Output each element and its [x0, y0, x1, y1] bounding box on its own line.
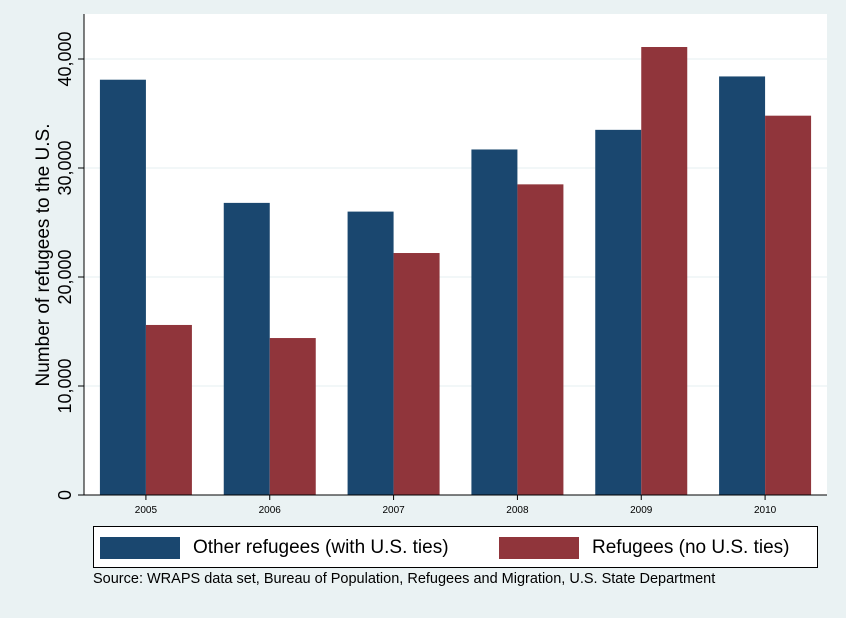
legend-label-no-ties: Refugees (no U.S. ties)	[592, 537, 790, 558]
y-tick-label: 40,000	[55, 31, 75, 86]
legend-swatch-with-ties	[100, 537, 180, 559]
y-tick-label: 0	[55, 490, 75, 500]
plot-area	[84, 14, 827, 495]
x-tick-label: 2008	[506, 505, 529, 516]
bar-with-ties-2008	[471, 149, 518, 495]
bar-no-ties-2008	[517, 184, 564, 495]
legend-item-no-ties: Refugees (no U.S. ties)	[499, 536, 789, 560]
bars	[99, 47, 812, 496]
legend-swatch-no-ties	[499, 537, 579, 559]
bar-with-ties-2010	[719, 76, 766, 495]
x-tick-label: 2007	[382, 505, 405, 516]
y-tick-label: 10,000	[55, 358, 75, 413]
legend-item-with-ties: Other refugees (with U.S. ties)	[100, 536, 449, 560]
bar-with-ties-2005	[99, 79, 146, 496]
legend: Other refugees (with U.S. ties) Refugees…	[93, 526, 818, 568]
bar-with-ties-2009	[595, 129, 642, 495]
x-tick-label: 2005	[135, 505, 158, 516]
bar-no-ties-2005	[145, 324, 192, 495]
source-note: Source: WRAPS data set, Bureau of Popula…	[93, 571, 716, 587]
axes	[83, 14, 827, 496]
bar-with-ties-2007	[347, 211, 394, 495]
bar-no-ties-2007	[393, 253, 440, 495]
gridlines	[84, 58, 827, 387]
x-tick-label: 2009	[630, 505, 653, 516]
ticks: 0 10,000 20,000 30,000 40,000 2005 2006 2007 200…	[55, 31, 777, 516]
x-tick-label: 2010	[754, 505, 777, 516]
bar-no-ties-2009	[641, 47, 688, 495]
y-tick-label: 20,000	[55, 249, 75, 304]
y-axis-title: Number of refugees to the U.S.	[33, 124, 54, 387]
bar-no-ties-2006	[269, 338, 316, 495]
y-tick-label: 30,000	[55, 140, 75, 195]
x-tick-label: 2006	[259, 505, 282, 516]
bar-with-ties-2006	[223, 202, 270, 495]
bar-no-ties-2010	[765, 115, 812, 496]
legend-label-with-ties: Other refugees (with U.S. ties)	[193, 537, 449, 558]
